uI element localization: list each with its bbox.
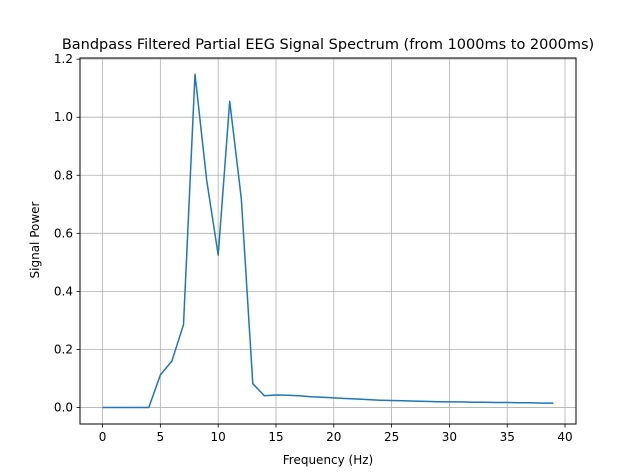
plot-frame [79, 57, 577, 425]
chart-title: Bandpass Filtered Partial EEG Signal Spe… [62, 37, 594, 53]
x-tick-label: 25 [384, 430, 399, 444]
x-tick-label: 20 [326, 430, 341, 444]
y-tick-label: 0.4 [54, 284, 73, 298]
y-tick-label: 0.8 [54, 168, 73, 182]
x-tick-label: 15 [268, 430, 283, 444]
x-tick-label: 35 [500, 430, 515, 444]
y-axis-label: Signal Power [28, 201, 42, 278]
y-tick-label: 0.2 [54, 342, 73, 356]
x-tick-label: 40 [557, 430, 572, 444]
series-line [102, 73, 554, 409]
x-axis-label: Frequency (Hz) [283, 453, 374, 467]
x-tick-label: 0 [99, 430, 107, 444]
y-tick-label: 0.0 [54, 400, 73, 414]
y-tick-label: 0.6 [54, 226, 73, 240]
x-axis-ticks: 0 5 10 15 20 25 30 35 40 [99, 424, 573, 444]
y-tick-label: 1.2 [54, 52, 73, 66]
x-tick-label: 10 [211, 430, 226, 444]
x-tick-label: 30 [442, 430, 457, 444]
y-axis-ticks: 0.0 0.2 0.4 0.6 0.8 1.0 1.2 [54, 52, 80, 414]
grid [80, 58, 576, 424]
y-tick-label: 1.0 [54, 110, 73, 124]
x-tick-label: 5 [157, 430, 165, 444]
